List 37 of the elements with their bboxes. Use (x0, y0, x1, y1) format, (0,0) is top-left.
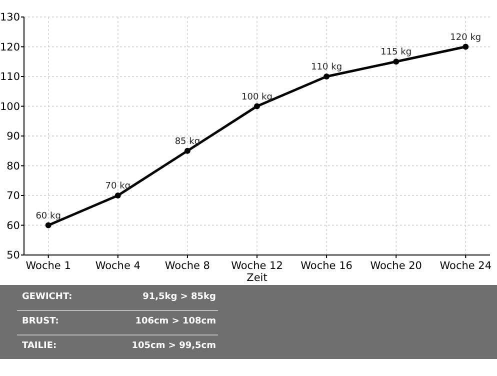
point (114, 192, 121, 198)
point (324, 74, 330, 80)
y-tick-label: 110 (0, 71, 20, 84)
data-label: 100 kg (242, 92, 272, 102)
x-tick-label: Woche 1 (26, 260, 71, 272)
y-tick-label: 90 (6, 130, 20, 143)
y-tick-label: 60 (6, 220, 20, 232)
y-tick-label: 70 (6, 190, 20, 202)
data-label: 70 kg (105, 182, 131, 192)
data-label: 115 kg (380, 48, 412, 58)
y-tick-label: 100 (0, 100, 20, 113)
point (184, 148, 190, 154)
text: TAILIE: (22, 341, 57, 351)
point (45, 222, 52, 228)
x-tick-label: Woche 8 (164, 260, 210, 272)
point (254, 103, 260, 110)
y-tick-label: 130 (0, 12, 20, 24)
x-tick-label: Woche 20 (370, 260, 422, 272)
data-label: 85 kg (174, 136, 200, 147)
x-tick-label: Woche 24 (440, 260, 492, 272)
y-tick-label: 50 (6, 250, 20, 262)
text: 91,5kg > 85kg (142, 292, 216, 302)
y-tick-label: 120 (0, 41, 20, 54)
point (393, 58, 400, 65)
point (462, 44, 469, 50)
text: 106cm > 108cm (135, 316, 216, 326)
data-label: 120 kg (450, 32, 482, 43)
x-tick-label: Woche 16 (300, 260, 353, 272)
x-tick-label: Woche 12 (231, 260, 283, 272)
x-tick-label: Woche 4 (95, 260, 141, 272)
x-axis-title: Zeit (246, 272, 268, 284)
data-label: 110 kg (311, 62, 342, 72)
data-label: 60 kg (36, 211, 61, 222)
text: BRUST: (22, 316, 59, 326)
text: 105cm > 99,5cm (132, 341, 216, 351)
text: GEWICHT: (22, 292, 72, 302)
y-tick-label: 80 (6, 160, 20, 172)
